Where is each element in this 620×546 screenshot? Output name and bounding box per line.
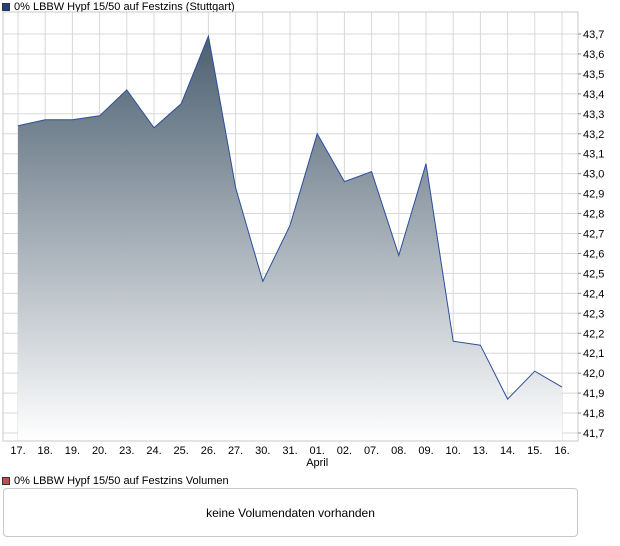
x-tick-label: 10. [446,445,461,457]
price-legend-label: 0% LBBW Hypf 15/50 auf Festzins (Stuttga… [14,1,235,13]
volume-legend-label: 0% LBBW Hypf 15/50 auf Festzins Volumen [14,475,229,487]
x-tick-label: 27. [228,445,243,457]
x-tick-label: 25. [174,445,189,457]
x-tick-label: 18. [38,445,53,457]
price-legend: 0% LBBW Hypf 15/50 auf Festzins (Stuttga… [2,0,235,14]
price-legend-swatch [2,3,10,11]
x-tick-label: 15. [527,445,542,457]
x-tick-label: 26. [201,445,216,457]
y-tick-label: 43,7 [583,29,604,41]
y-tick-label: 42,6 [583,248,604,260]
y-tick-label: 43,2 [583,129,604,141]
x-tick-label: 20. [92,445,107,457]
x-tick-label: 01. [310,445,325,457]
volume-empty-message: keine Volumendaten vorhanden [206,505,375,520]
x-tick-label: 23. [119,445,134,457]
y-tick-label: 43,0 [583,169,604,181]
y-tick-label: 42,4 [583,288,604,300]
y-tick-label: 42,8 [583,209,604,221]
x-tick-label: 31. [282,445,297,457]
x-tick-label: 09. [418,445,433,457]
y-tick-label: 41,7 [583,428,604,440]
y-tick-label: 42,2 [583,328,604,340]
y-tick-label: 43,1 [583,149,604,161]
y-tick-label: 42,9 [583,189,604,201]
y-tick-label: 43,3 [583,109,604,121]
y-tick-label: 42,3 [583,308,604,320]
price-area [18,36,562,441]
y-tick-label: 42,1 [583,348,604,360]
price-line [17,34,563,400]
volume-legend: 0% LBBW Hypf 15/50 auf Festzins Volumen [2,474,229,488]
x-tick-label: 02. [337,445,352,457]
y-tick-label: 41,8 [583,408,604,420]
x-tick-label: 08. [391,445,406,457]
month-label: April [306,457,328,469]
plot-frame [2,11,579,442]
x-tick-label: 16. [554,445,569,457]
y-tick-label: 43,4 [583,89,604,101]
y-tick-label: 42,7 [583,229,604,241]
x-tick-label: 30. [255,445,270,457]
volume-legend-swatch [2,477,10,485]
y-tick-label: 42,0 [583,368,604,380]
x-tick-label: 24. [146,445,161,457]
x-tick-label: 07. [364,445,379,457]
y-tick-label: 42,5 [583,268,604,280]
y-tick-label: 43,5 [583,69,604,81]
x-tick-label: 14. [500,445,515,457]
x-tick-label: 17. [10,445,25,457]
y-tick-label: 43,6 [583,49,604,61]
y-tick-label: 41,9 [583,388,604,400]
x-tick-label: 13. [473,445,488,457]
volume-panel: keine Volumendaten vorhanden [3,488,578,537]
x-tick-label: 19. [65,445,80,457]
